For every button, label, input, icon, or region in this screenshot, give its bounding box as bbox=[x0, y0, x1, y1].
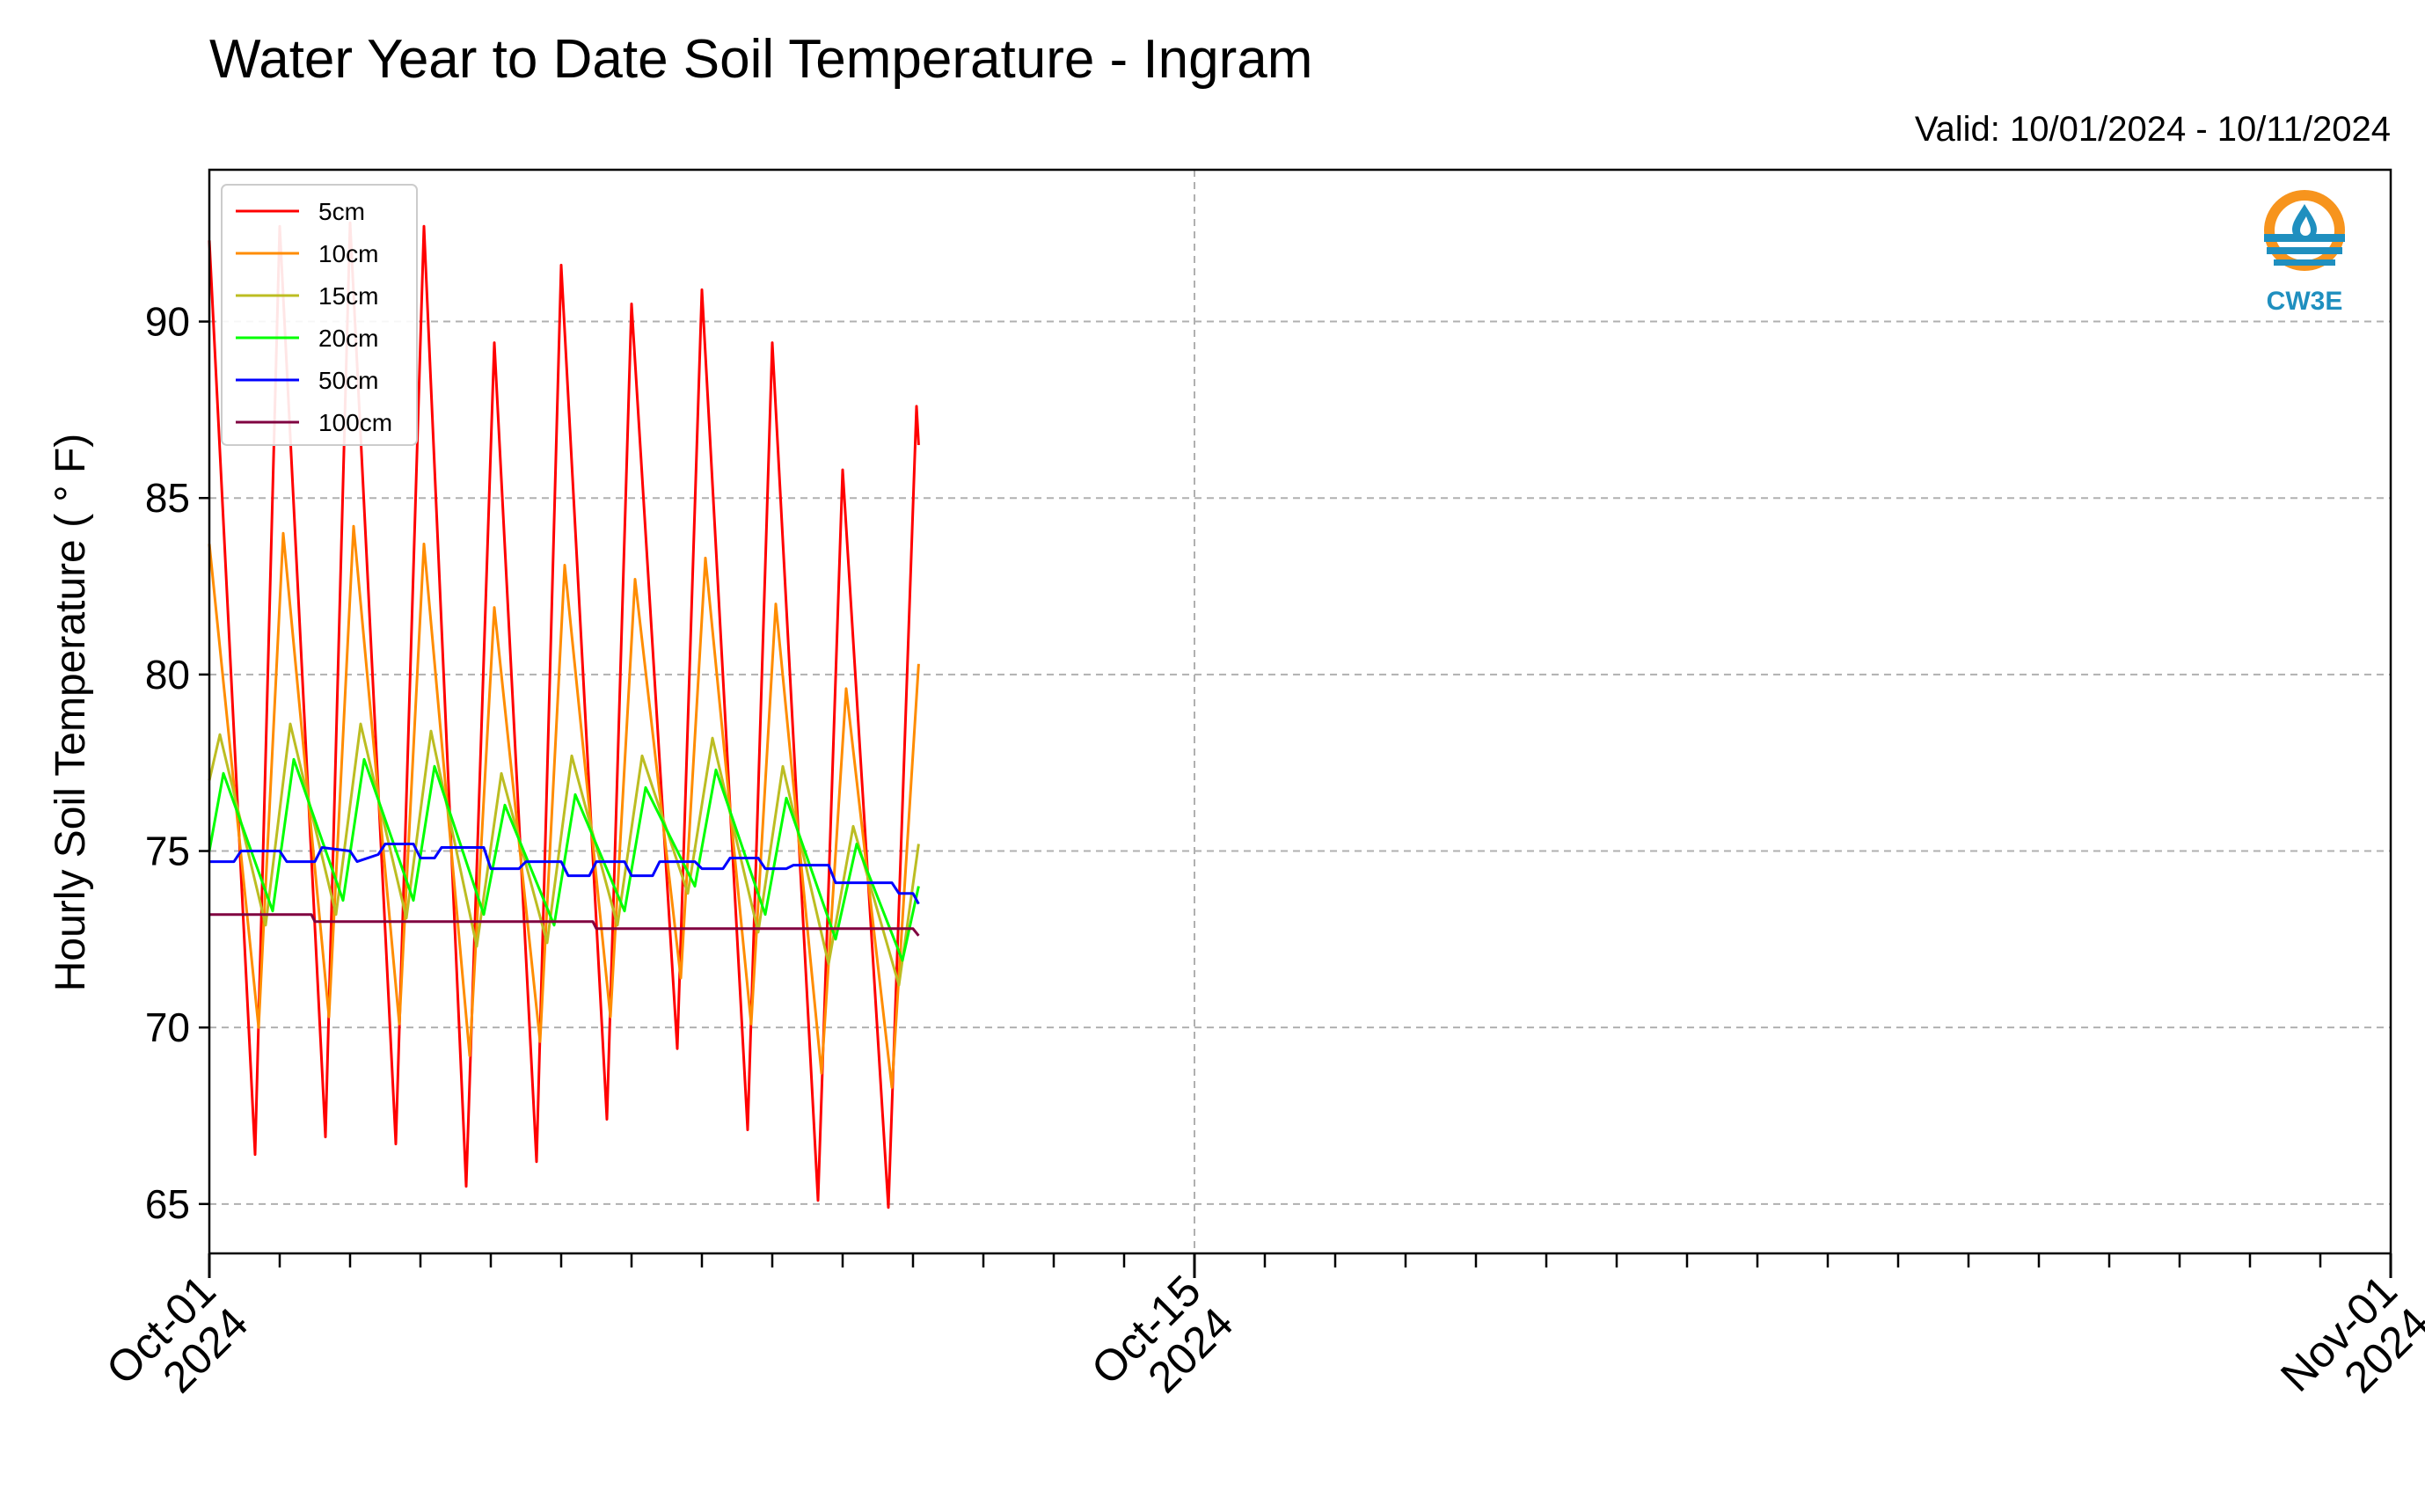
legend: 5cm 10cm 15cm 20cm 50cm 100cm bbox=[221, 184, 418, 446]
y-tick-label: 75 bbox=[145, 829, 190, 874]
series-line-10cm bbox=[208, 524, 920, 1089]
water-drop-highlight bbox=[2300, 216, 2311, 236]
legend-label: 100cm bbox=[318, 409, 392, 436]
logo-wave-2 bbox=[2267, 247, 2342, 254]
y-tick-label: 80 bbox=[145, 652, 190, 698]
y-tick-label: 70 bbox=[145, 1004, 190, 1050]
series-line-5cm bbox=[208, 221, 920, 1209]
legend-label: 10cm bbox=[318, 240, 378, 267]
legend-label: 20cm bbox=[318, 325, 378, 352]
chart-title: Water Year to Date Soil Temperature - In… bbox=[209, 29, 1312, 90]
legend-label: 50cm bbox=[318, 367, 378, 394]
legend-label: 15cm bbox=[318, 282, 378, 310]
logo-wave-3 bbox=[2274, 259, 2335, 266]
plot-frame bbox=[208, 168, 2392, 1255]
y-tick-label: 65 bbox=[145, 1181, 190, 1227]
series-layer bbox=[208, 221, 920, 1209]
series-line-50cm bbox=[209, 843, 920, 905]
legend-label: 5cm bbox=[318, 198, 365, 225]
series-line-20cm bbox=[208, 757, 920, 962]
cw3e-logo: CW3E bbox=[2264, 190, 2345, 316]
grid-lines bbox=[208, 170, 2392, 1253]
y-axis: 65 70 75 80 85 90 bbox=[145, 299, 209, 1227]
y-axis-label: Hourly Soil Temperature ( ° F) bbox=[47, 434, 94, 992]
series-line-100cm bbox=[209, 913, 920, 937]
logo-text: CW3E bbox=[2267, 287, 2343, 316]
y-tick-label: 85 bbox=[145, 475, 190, 521]
chart-subtitle: Valid: 10/01/2024 - 10/11/2024 bbox=[1915, 110, 2391, 149]
y-tick-label: 90 bbox=[145, 299, 190, 345]
